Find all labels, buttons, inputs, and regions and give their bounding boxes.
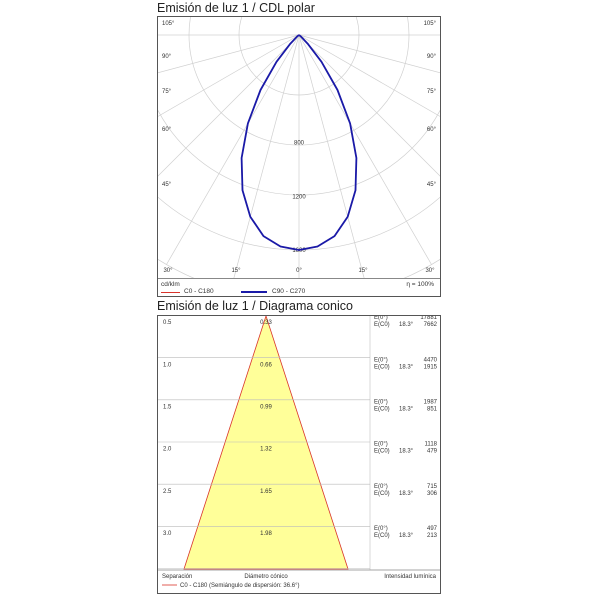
polar-unit-label: cd/klm (161, 281, 180, 288)
cone-chart-title: Emisión de luz 1 / Diagrama conico (157, 299, 353, 313)
e0-value: 1118 (425, 442, 438, 448)
separation-value: 3.0 (163, 531, 172, 537)
polar-chart: 105° 105° 90° 90° 75° 75° 60° 60° 45° 45° 30° 15° 0°… (158, 17, 440, 279)
footer-separation-label: Separación (162, 574, 192, 580)
angle-value: 18.3° (399, 322, 414, 328)
footer-intensity-label: Intensidad lumínica (384, 574, 436, 580)
cone-chart-frame: 0.5 0.33 E(0°) E(C0) 18.3° 17881 7662 1.0 0.66 E(… (157, 315, 441, 594)
e0-value: 1987 (424, 400, 438, 406)
grid-spoke (158, 34, 300, 74)
angle-label-right: 90° (427, 54, 437, 60)
angle-label-right: 45° (427, 182, 437, 188)
ec0-value: 479 (427, 449, 438, 455)
grid-spoke (158, 34, 300, 177)
radial-label: 800 (294, 141, 305, 147)
angle-label-left: 75° (162, 89, 172, 95)
ec0-value: 1915 (424, 364, 438, 370)
polar-efficiency-label: η = 100% (406, 281, 434, 288)
angle-label-bottom: 30° (163, 268, 173, 274)
angle-label-left: 105° (162, 21, 175, 27)
polar-chart-title: Emisión de luz 1 / CDL polar (157, 1, 315, 15)
ec0-label: E(C0) (374, 407, 390, 413)
grid-spoke (298, 34, 365, 279)
separation-value: 2.5 (163, 489, 172, 495)
e0-value: 715 (427, 484, 438, 490)
footer-legend-label: C0 - C180 (Semiángulo de dispersión: 36.… (180, 583, 299, 589)
e0-label: E(0°) (374, 357, 388, 363)
e0-label: E(0°) (374, 400, 388, 406)
polar-chart-frame: 105° 105° 90° 90° 75° 75° 60° 60° 45° 45° 30° 15° 0°… (157, 16, 441, 297)
grid-spoke (298, 34, 440, 117)
radial-label: 1600 (292, 248, 306, 254)
grid-spoke (158, 34, 300, 117)
separation-value: 2.0 (163, 447, 172, 453)
ec0-label: E(C0) (374, 491, 390, 497)
angle-value: 18.3° (399, 491, 414, 497)
grid-spoke (298, 34, 432, 265)
separation-value: 1.0 (163, 362, 172, 368)
e0-label: E(0°) (374, 442, 388, 448)
radial-label: 1200 (292, 194, 306, 200)
angle-label-bottom: 0° (296, 268, 302, 274)
e0-label: E(0°) (374, 316, 388, 321)
angle-value: 18.3° (399, 364, 414, 370)
ec0-value: 7662 (424, 322, 438, 328)
polar-grid (158, 17, 440, 279)
angle-label-left: 90° (162, 54, 172, 60)
e0-label: E(0°) (374, 526, 388, 532)
e0-value: 17881 (420, 316, 437, 321)
cone-shape (183, 316, 349, 570)
ec0-value: 306 (427, 491, 438, 497)
angle-label-right: 75° (427, 89, 437, 95)
series-curve-c90-c270 (240, 34, 358, 251)
ec0-value: 851 (427, 407, 438, 413)
ec0-label: E(C0) (374, 364, 390, 370)
angle-label-bottom: 15° (358, 268, 368, 274)
cone-diameter-value: 0.33 (260, 320, 272, 326)
angle-label-left: 45° (162, 182, 172, 188)
separation-value: 0.5 (163, 320, 172, 326)
angle-label-right: 105° (424, 21, 437, 27)
footer-diameter-label: Diámetro cónico (244, 574, 288, 580)
cone-diameter-value: 0.66 (260, 362, 272, 368)
cone-diameter-value: 1.98 (260, 531, 272, 537)
e0-value: 497 (427, 526, 438, 532)
legend-label-c0: C0 - C180 (184, 288, 214, 295)
angle-value: 18.3° (399, 449, 414, 455)
cone-diameter-value: 0.99 (260, 405, 272, 411)
grid-spoke (166, 34, 300, 265)
angle-label-right: 60° (427, 127, 437, 133)
grid-spoke (233, 34, 300, 279)
angle-value: 18.3° (399, 407, 414, 413)
cone-diameter-value: 1.32 (260, 447, 272, 453)
ec0-label: E(C0) (374, 322, 390, 328)
e0-value: 4470 (424, 357, 438, 363)
e0-label: E(0°) (374, 484, 388, 490)
angle-label-left: 60° (162, 127, 172, 133)
angle-label-bottom: 30° (425, 268, 435, 274)
ec0-label: E(C0) (374, 533, 390, 539)
legend-line-c90 (241, 291, 267, 293)
angle-value: 18.3° (399, 533, 414, 539)
angle-label-bottom: 15° (231, 268, 241, 274)
grid-spoke (298, 34, 440, 177)
legend-line-c0 (161, 292, 180, 293)
separation-value: 1.5 (163, 405, 172, 411)
cone-diameter-value: 1.65 (260, 489, 272, 495)
grid-spoke (298, 34, 440, 74)
ec0-label: E(C0) (374, 449, 390, 455)
ec0-value: 213 (427, 533, 438, 539)
legend-label-c90: C90 - C270 (272, 288, 306, 295)
